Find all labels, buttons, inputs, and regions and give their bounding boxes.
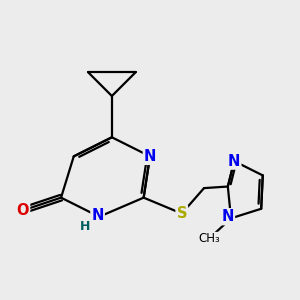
Text: N: N: [144, 149, 156, 164]
Text: N: N: [228, 154, 240, 169]
Text: CH₃: CH₃: [198, 232, 220, 245]
Text: N: N: [92, 208, 104, 223]
Text: H: H: [80, 220, 90, 233]
Text: N: N: [222, 209, 234, 224]
Text: S: S: [176, 206, 187, 221]
Text: O: O: [17, 203, 29, 218]
